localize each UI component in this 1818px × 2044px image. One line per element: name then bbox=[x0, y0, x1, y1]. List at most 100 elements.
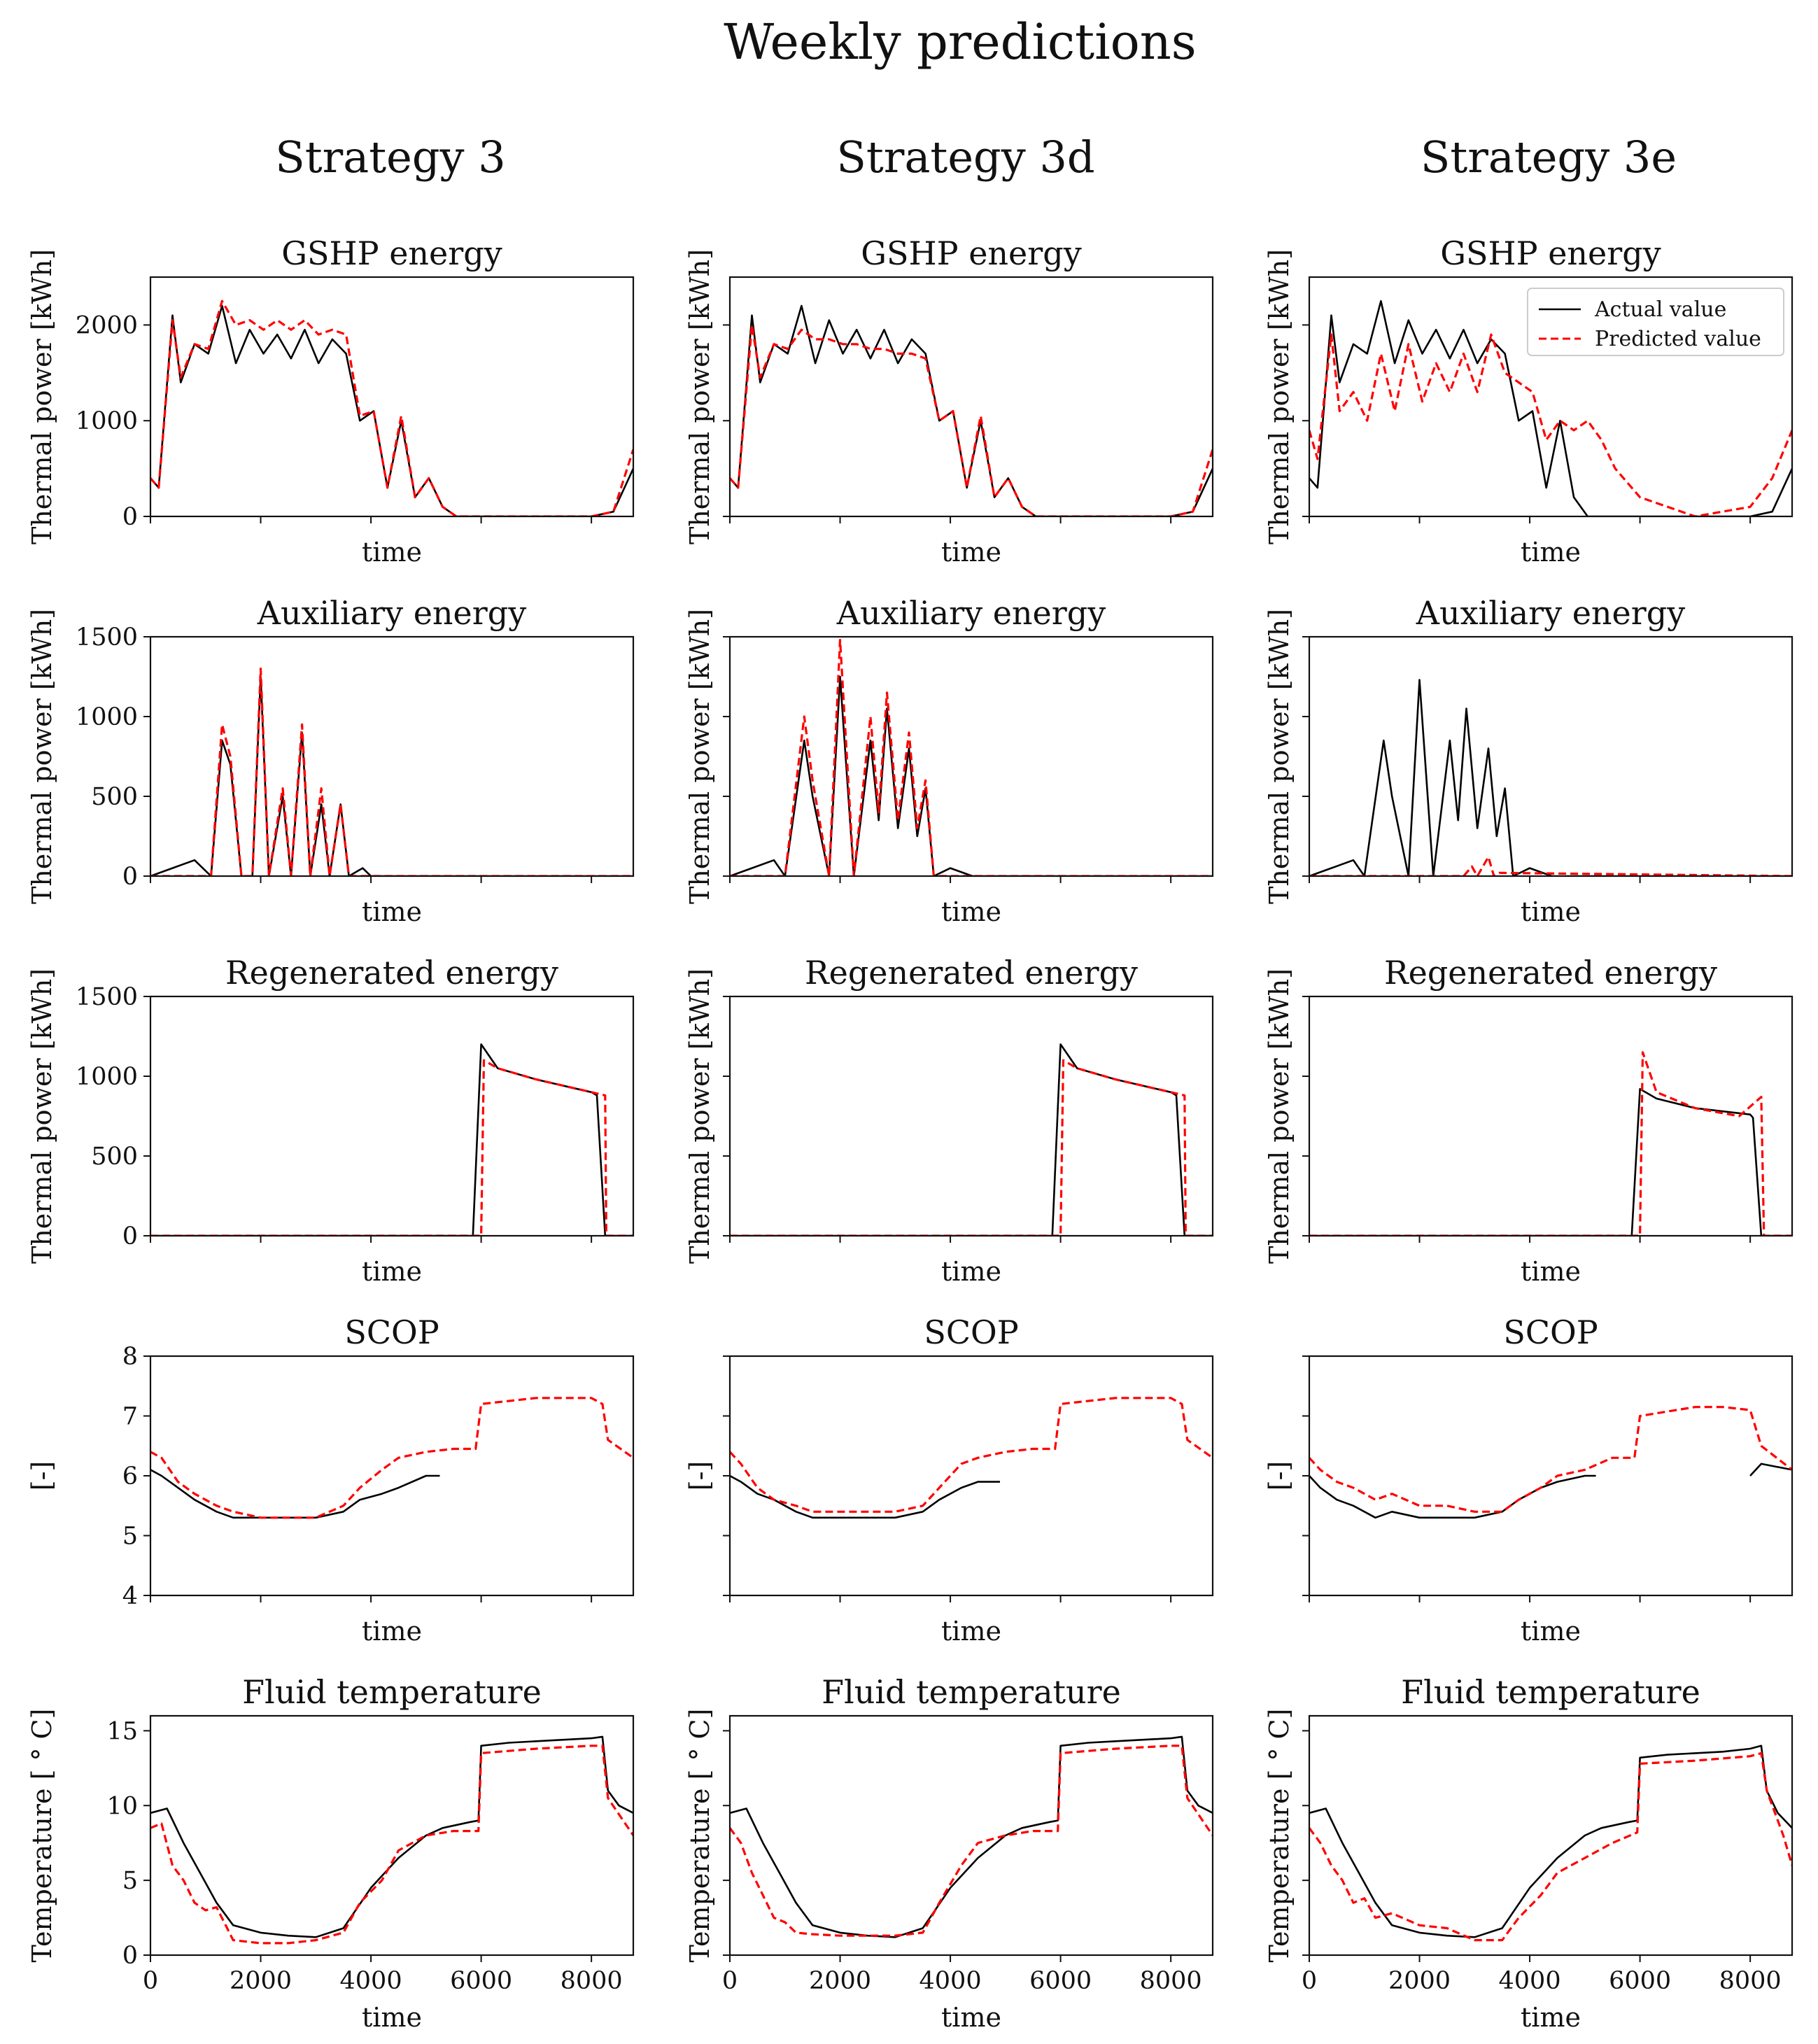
x-axis-label: time bbox=[1521, 1616, 1581, 1647]
axes-frame bbox=[1308, 276, 1794, 518]
series-line-predicted-value bbox=[1309, 1752, 1792, 1942]
axes-frame bbox=[1308, 1714, 1794, 1957]
subplot-title: Auxiliary energy bbox=[836, 594, 1106, 632]
series-line-actual-value bbox=[150, 675, 633, 876]
y-tick-label: 6 bbox=[122, 1462, 138, 1490]
subplot-title: Fluid temperature bbox=[242, 1673, 542, 1711]
series-line-actual-value bbox=[1309, 679, 1792, 876]
subplot-fluid-strategy-3: Fluid temperature 0 5 10 15 0 2000 4000 6000 8000… bbox=[27, 1673, 635, 2033]
y-tick-label: 500 bbox=[91, 1143, 138, 1171]
y-axis-label: [-] bbox=[684, 1461, 715, 1491]
series-line-predicted-value bbox=[150, 668, 633, 876]
y-axis-label: Thermal power [kWh] bbox=[27, 249, 57, 544]
series-line-actual-value bbox=[150, 1043, 633, 1236]
y-tick-label: 2000 bbox=[76, 311, 138, 339]
y-tick-label: 1000 bbox=[76, 1063, 138, 1091]
x-tick-label: 2000 bbox=[1388, 1967, 1451, 1995]
subplot-regen-strategy-3: Regenerated energy 0 500 1000 1500 time Therma… bbox=[27, 954, 635, 1287]
axes-frame bbox=[149, 276, 635, 518]
x-axis-label: time bbox=[1521, 2002, 1581, 2033]
y-tick-label: 0 bbox=[122, 1942, 138, 1970]
subplot-aux-strategy-3: Auxiliary energy 0 500 1000 1500 time Thermal … bbox=[27, 594, 635, 927]
x-tick-label: 0 bbox=[722, 1967, 738, 1995]
legend: Actual value Predicted value bbox=[1527, 288, 1784, 356]
series-line-actual-value bbox=[150, 1469, 633, 1517]
x-tick-label: 4000 bbox=[919, 1967, 982, 1995]
y-axis-label: Thermal power [kWh] bbox=[1264, 249, 1295, 544]
x-tick-label: 8000 bbox=[1719, 1967, 1782, 1995]
subplot-gshp-strategy-3: GSHP energy 0 1000 2000 time Thermal power [k… bbox=[27, 234, 635, 568]
series-line-predicted-value bbox=[150, 1059, 633, 1236]
axes-frame bbox=[149, 995, 635, 1237]
y-tick-label: 8 bbox=[122, 1343, 138, 1371]
series-line-actual-value bbox=[150, 304, 633, 516]
y-axis-label: Temperature [ ° C] bbox=[27, 1709, 57, 1963]
series-line-predicted-value bbox=[1309, 856, 1792, 876]
x-tick-label: 6000 bbox=[1029, 1967, 1092, 1995]
axes-frame bbox=[728, 635, 1214, 877]
x-axis-label: time bbox=[1521, 1256, 1581, 1287]
axes-frame bbox=[728, 1714, 1214, 1957]
x-axis-label: time bbox=[941, 2002, 1001, 2033]
subplot-title: SCOP bbox=[924, 1313, 1018, 1351]
x-axis-label: time bbox=[941, 537, 1001, 568]
subplot-regen-strategy-3d: Regenerated energy time Thermal power [kWh… bbox=[684, 954, 1214, 1287]
axes-frame bbox=[728, 1355, 1214, 1597]
x-axis-label: time bbox=[362, 537, 422, 568]
subplot-scop-strategy-3: SCOP 4 5 6 7 8 time [-] bbox=[27, 1313, 635, 1647]
x-tick-label: 8000 bbox=[561, 1967, 623, 1995]
y-axis-label: Thermal power [kWh] bbox=[27, 968, 57, 1264]
y-tick-label: 1000 bbox=[76, 407, 138, 435]
figure-title: Weekly predictions bbox=[724, 13, 1196, 71]
y-tick-label: 10 bbox=[106, 1792, 138, 1820]
subplot-title: SCOP bbox=[344, 1313, 439, 1351]
subplot-title: Fluid temperature bbox=[822, 1673, 1121, 1711]
legend-label-predicted: Predicted value bbox=[1595, 327, 1761, 351]
subplot-title: GSHP energy bbox=[1440, 234, 1661, 272]
series-line-actual-value bbox=[730, 1043, 1213, 1236]
subplot-scop-strategy-3e: SCOP time [-] bbox=[1264, 1313, 1794, 1647]
series-line-predicted-value bbox=[730, 1397, 1213, 1513]
y-axis-label: Thermal power [kWh] bbox=[684, 249, 715, 544]
x-tick-label: 4000 bbox=[1499, 1967, 1561, 1995]
series-line-actual-value bbox=[1309, 1087, 1792, 1236]
subplot-gshp-strategy-3d: GSHP energy time Thermal power [kWh] bbox=[684, 234, 1214, 568]
y-tick-label: 0 bbox=[122, 503, 138, 531]
y-tick-label: 4 bbox=[122, 1582, 138, 1610]
x-axis-label: time bbox=[941, 1616, 1001, 1647]
y-tick-label: 1500 bbox=[76, 623, 138, 651]
series-line-predicted-value bbox=[1309, 1051, 1792, 1236]
axes-frame bbox=[728, 995, 1214, 1237]
y-tick-label: 15 bbox=[106, 1717, 138, 1745]
subplot-regen-strategy-3e: Regenerated energy time Thermal power [kWh… bbox=[1264, 954, 1794, 1287]
y-axis-label: Temperature [ ° C] bbox=[1264, 1709, 1295, 1963]
axes-frame bbox=[1308, 1355, 1794, 1597]
series-line-actual-value bbox=[150, 1735, 633, 1938]
x-axis-label: time bbox=[1521, 896, 1581, 927]
y-tick-label: 0 bbox=[122, 1222, 138, 1250]
y-tick-label: 5 bbox=[122, 1867, 138, 1895]
y-tick-label: 7 bbox=[122, 1403, 138, 1431]
series-line-actual-value bbox=[1309, 1462, 1792, 1519]
x-tick-label: 4000 bbox=[340, 1967, 402, 1995]
series-line-actual-value bbox=[730, 1469, 1213, 1517]
series-line-actual-value bbox=[730, 1735, 1213, 1938]
series-line-predicted-value bbox=[730, 323, 1213, 516]
series-line-predicted-value bbox=[730, 639, 1213, 876]
subplot-title: GSHP energy bbox=[281, 234, 502, 272]
y-axis-label: Thermal power [kWh] bbox=[27, 609, 57, 904]
y-axis-label: Temperature [ ° C] bbox=[684, 1709, 715, 1963]
series-line-predicted-value bbox=[1309, 333, 1792, 516]
series-line-actual-value bbox=[730, 304, 1213, 516]
series-line-predicted-value bbox=[150, 299, 633, 516]
subplot-title: Auxiliary energy bbox=[1416, 594, 1685, 632]
subplot-fluid-strategy-3e: Fluid temperature 0 2000 4000 6000 8000 time Te… bbox=[1264, 1673, 1794, 2033]
y-axis-label: Thermal power [kWh] bbox=[1264, 968, 1295, 1264]
x-tick-label: 2000 bbox=[809, 1967, 871, 1995]
y-tick-label: 5 bbox=[122, 1523, 138, 1551]
series-line-predicted-value bbox=[730, 1059, 1213, 1236]
subplot-title: Auxiliary energy bbox=[257, 594, 526, 632]
series-line-predicted-value bbox=[1309, 1406, 1792, 1513]
subplot-aux-strategy-3e: Auxiliary energy time Thermal power [kWh] bbox=[1264, 594, 1794, 927]
axes-frame bbox=[149, 1714, 635, 1957]
